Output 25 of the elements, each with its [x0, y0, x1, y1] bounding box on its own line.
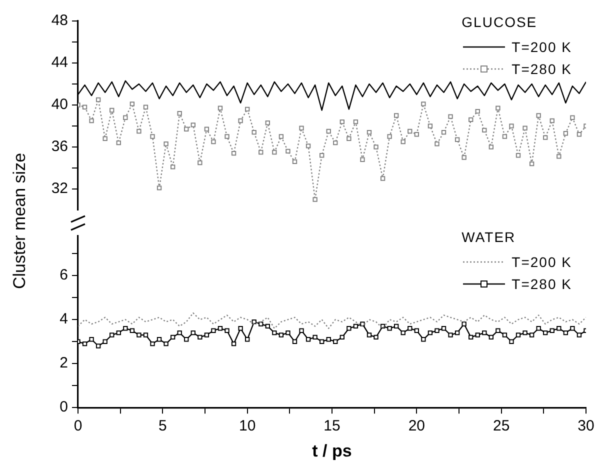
x-tick-label: 10: [238, 418, 256, 435]
legend-title: GLUCOSE: [462, 14, 538, 30]
legend-label: T=280 K: [512, 61, 572, 77]
y-tick-label: 48: [51, 12, 68, 30]
y-tick-label: 36: [51, 138, 68, 156]
x-tick-label: 15: [324, 418, 340, 435]
y-tick-label: 4: [60, 310, 68, 328]
x-tick-label: 25: [492, 418, 510, 435]
x-tick-label: 0: [74, 418, 82, 435]
y-tick-label: 44: [51, 54, 68, 72]
y-tick-label: 32: [51, 180, 68, 198]
y-tick-label: 40: [51, 96, 68, 114]
y-tick-label: 2: [60, 354, 68, 372]
legend-title: WATER: [462, 229, 517, 245]
y-tick-label: 0: [60, 398, 68, 416]
y-axis-title: Cluster mean size: [10, 152, 30, 290]
legend-label: T=200 K: [512, 254, 572, 270]
x-tick-label: 5: [158, 418, 167, 435]
legend-label: T=280 K: [512, 276, 572, 292]
legend-label: T=200 K: [512, 39, 572, 55]
x-tick-label: 30: [578, 418, 594, 435]
line-series: [78, 312, 586, 329]
x-axis-title: t / ps: [312, 441, 352, 460]
y-tick-label: 6: [60, 266, 68, 284]
x-tick-label: 20: [408, 418, 426, 435]
